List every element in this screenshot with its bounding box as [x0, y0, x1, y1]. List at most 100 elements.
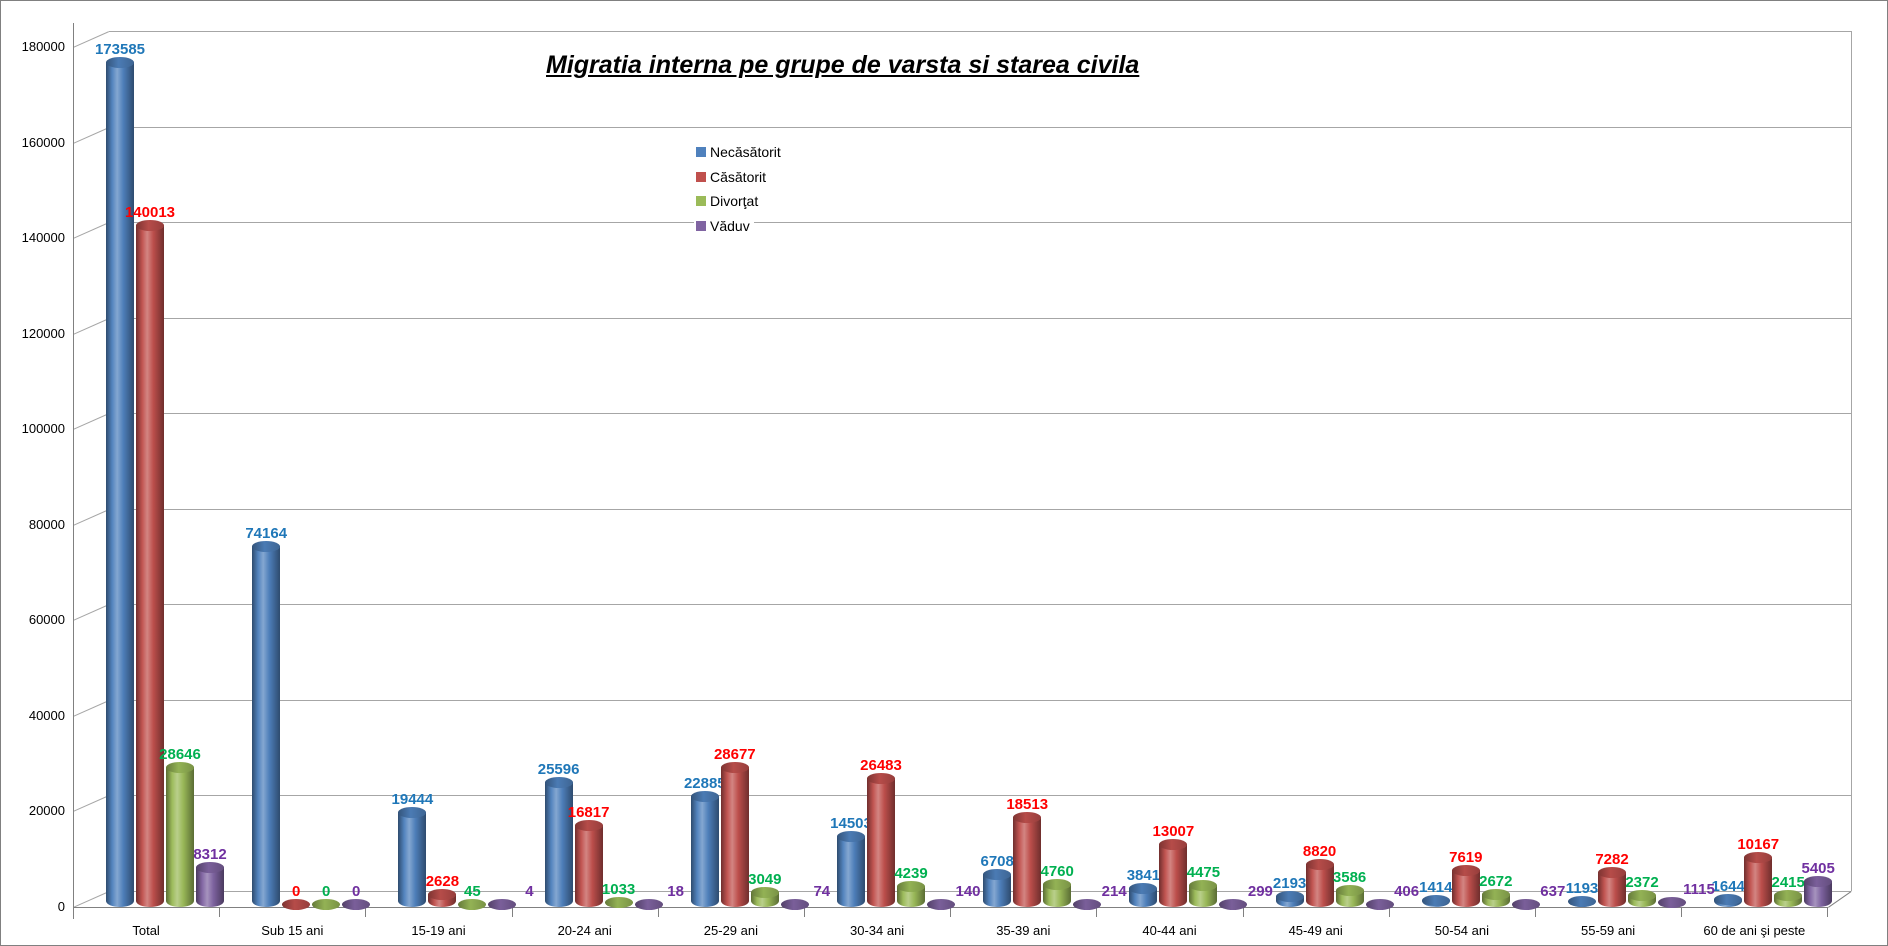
bar-Necăsătorit-20-24 ani: [544, 782, 573, 907]
bar-label-Căsătorit-60 de ani şi peste: 10167: [1737, 836, 1780, 854]
x-axis-tickmark: [1388, 907, 1390, 917]
bar-top-Căsătorit-50-54 ani: [1451, 864, 1480, 876]
bar-Căsătorit-40-44 ani: [1159, 843, 1188, 907]
y-axis-tick-label: 60000: [28, 612, 65, 628]
gridline-120000: [109, 317, 1851, 319]
bar-label-Văduv-30-34 ani: 140: [955, 883, 981, 900]
legend-item-1: Necăsătorit: [694, 143, 785, 161]
bar-label-Văduv-45-49 ani: 406: [1394, 883, 1420, 900]
bar-label-Văduv-50-54 ani: 637: [1540, 882, 1566, 900]
bar-top-Căsătorit-35-39 ani: [1013, 811, 1042, 823]
bar-top-Căsătorit-30-34 ani: [867, 773, 895, 785]
bar-top-Văduv-15-19 ani: [488, 899, 517, 910]
bar-label-Căsătorit-45-49 ani: 8820: [1302, 843, 1337, 861]
bar-top-Văduv-60 de ani şi peste: [1804, 875, 1833, 887]
gridline-20000: [109, 795, 1851, 797]
bar-label-Divorţat-Sub 15 ani: 0: [322, 883, 331, 900]
bar-top-Necăsătorit-Sub 15 ani: [252, 540, 281, 552]
x-axis-label-11: 55-59 ani: [1580, 923, 1636, 938]
bar-top-Necăsătorit-40-44 ani: [1129, 883, 1158, 895]
bar-top-Divorţat-25-29 ani: [750, 887, 779, 899]
bar-Căsătorit-30-34 ani: [867, 778, 895, 907]
bar-label-Necăsătorit-50-54 ani: 1414: [1419, 879, 1453, 897]
bar-Căsătorit-60 de ani şi peste: [1744, 857, 1773, 907]
bar-label-Căsătorit-Sub 15 ani: 0: [292, 883, 301, 900]
bar-label-Divorţat-25-29 ani: 3049: [748, 871, 782, 889]
bar-Divorţat-40-44 ani: [1189, 885, 1218, 907]
x-axis-tickmark: [1535, 907, 1536, 917]
bar-Divorţat-30-34 ani: [897, 886, 925, 907]
y-axis-tick-label: 140000: [21, 230, 65, 246]
y-axis-tick-label: 20000: [28, 803, 65, 819]
bar-label-Văduv-Sub 15 ani: 0: [352, 883, 361, 900]
x-axis-label-10: 50-54 ani: [1434, 923, 1489, 938]
bar-top-Necăsătorit-30-34 ani: [837, 831, 865, 843]
y-axis-tick-label: 40000: [28, 707, 65, 723]
bar-label-Divorţat-20-24 ani: 1033: [601, 880, 636, 898]
y-axis-tick-label: 160000: [21, 134, 65, 150]
bar-Necăsătorit-Sub 15 ani: [252, 545, 281, 907]
x-axis-label-1: Total: [132, 923, 160, 938]
bar-Divorţat-55-59 ani: [1628, 895, 1656, 907]
gridline-elbow-120000: [73, 317, 110, 335]
legend-swatch-icon: [696, 147, 706, 157]
bar-top-Văduv-20-24 ani: [634, 899, 663, 910]
bar-label-Divorţat-15-19 ani: 45: [464, 883, 481, 900]
bar-label-Necăsătorit-60 de ani şi peste: 1644: [1711, 877, 1745, 895]
gridline-0-back: [109, 891, 1851, 892]
bar-top-Divorţat-Total: [166, 762, 194, 774]
bar-label-Divorţat-55-59 ani: 2372: [1625, 874, 1659, 892]
bar-label-Văduv-55-59 ani: 1115: [1683, 880, 1715, 898]
gridline-40000: [109, 699, 1851, 701]
x-axis-tickmark: [1242, 907, 1244, 917]
bar-label-Divorţat-50-54 ani: 2672: [1479, 872, 1513, 890]
bar-top-Căsătorit-Sub 15 ani: [282, 899, 311, 910]
bar-label-Necăsătorit-35-39 ani: 6708: [980, 853, 1014, 871]
bar-label-Necăsătorit-25-29 ani: 22885: [683, 774, 726, 792]
x-axis-label-5: 25-29 ani: [703, 923, 758, 938]
bar-top-Divorţat-Sub 15 ani: [312, 899, 341, 910]
x-axis-tickmark: [73, 907, 74, 917]
x-axis-tickmark: [804, 907, 805, 917]
gridline-elbow-140000: [73, 222, 110, 240]
gridline-100000: [109, 413, 1851, 415]
y-axis-line: [73, 23, 74, 919]
gridline-elbow-100000: [73, 413, 110, 431]
x-axis-label-7: 35-39 ani: [996, 923, 1051, 938]
bar-label-Necăsătorit-Total: 173585: [94, 40, 146, 58]
bar-label-Căsătorit-30-34 ani: 26483: [860, 757, 902, 775]
legend-item-2: Căsătorit: [694, 167, 771, 186]
bar-top-Văduv-50-54 ani: [1511, 898, 1540, 910]
gridline-140000: [109, 222, 1851, 224]
bar-top-Căsătorit-25-29 ani: [720, 762, 749, 774]
x-axis-label-3: 15-19 ani: [411, 923, 466, 938]
bar-top-Necăsătorit-35-39 ani: [983, 869, 1012, 881]
y-axis-tick-label: 120000: [21, 325, 65, 341]
x-axis-tickmark: [657, 907, 659, 917]
bar-top-Necăsătorit-20-24 ani: [544, 777, 573, 789]
legend-swatch-icon: [696, 196, 706, 206]
bar-label-Necăsătorit-40-44 ani: 3841: [1126, 867, 1161, 885]
bar-label-Divorţat-Total: 28646: [159, 746, 201, 764]
bar-Divorţat-60 de ani şi peste: [1774, 895, 1803, 907]
gridline-elbow-40000: [73, 699, 110, 717]
bar-Căsătorit-25-29 ani: [720, 767, 749, 907]
bar-top-Necăsătorit-60 de ani şi peste: [1714, 893, 1743, 905]
bar-top-Căsătorit-40-44 ani: [1159, 838, 1188, 850]
bar-label-Necăsătorit-15-19 ani: 19444: [391, 791, 434, 809]
bar-label-Necăsătorit-20-24 ani: 25596: [537, 761, 580, 779]
bar-top-Divorţat-15-19 ani: [458, 899, 487, 910]
y-axis-tick-label: 180000: [21, 39, 65, 54]
bar-top-Văduv-Sub 15 ani: [342, 899, 371, 910]
legend-label: Necăsătorit: [710, 144, 781, 160]
legend-label: Căsătorit: [710, 168, 767, 185]
bar-Necăsătorit-15-19 ani: [398, 812, 427, 907]
legend-item-3: Divorţat: [694, 192, 763, 210]
x-axis-tickmark: [950, 907, 952, 917]
bar-label-Căsătorit-25-29 ani: 28677: [713, 746, 756, 764]
bar-top-Căsătorit-60 de ani şi peste: [1744, 852, 1773, 864]
bar-Necăsătorit-25-29 ani: [690, 795, 719, 907]
x-axis-tickmark: [1681, 907, 1683, 917]
bar-label-Divorţat-60 de ani şi peste: 2415: [1771, 874, 1805, 892]
bar-label-Divorţat-40-44 ani: 4475: [1186, 864, 1221, 882]
